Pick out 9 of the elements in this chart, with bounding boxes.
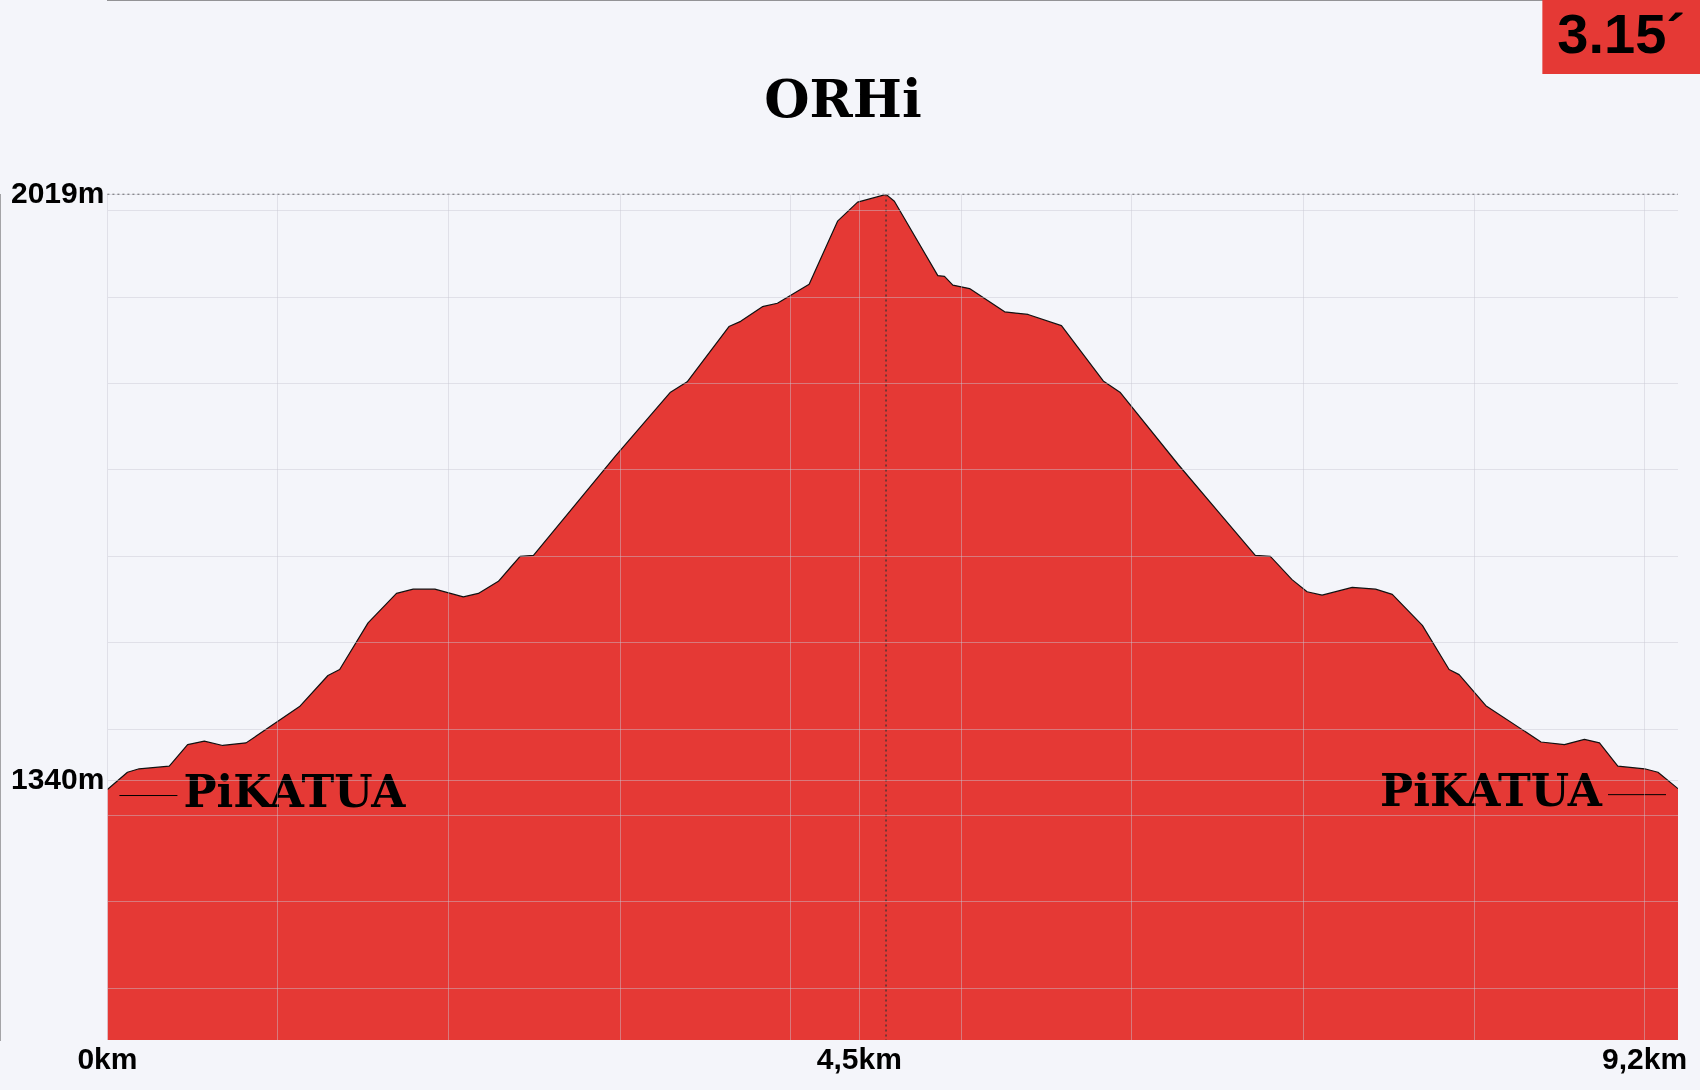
y-tick-label: 2019m	[10, 175, 105, 209]
annotation: PiKATUA	[183, 765, 407, 817]
text: 3.15´	[1557, 2, 1685, 66]
x-tick-label: 4,5km	[816, 1042, 902, 1076]
annotation: PiKATUA	[1380, 765, 1603, 817]
y-tick-label: 1340m	[10, 762, 105, 796]
x-tick-label: 9,2km	[1602, 1042, 1688, 1076]
chart-title: ORHi	[764, 67, 922, 129]
x-tick-label: 0km	[77, 1042, 138, 1076]
